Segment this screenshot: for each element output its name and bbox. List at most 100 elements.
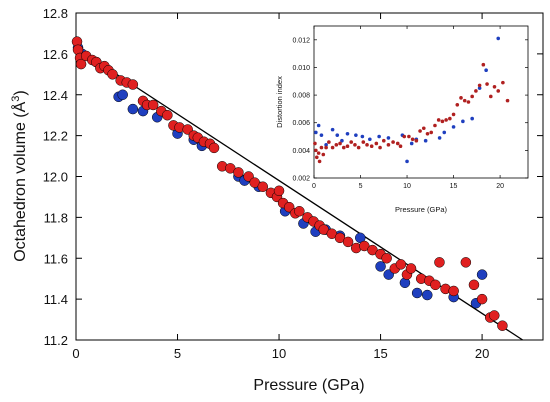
inset-y-tick-label: 0.012 xyxy=(292,37,310,44)
main-point-series-2 xyxy=(107,69,118,80)
inset-point-series-2 xyxy=(324,145,328,150)
main-point-series-2 xyxy=(257,181,269,192)
main-point-series-2 xyxy=(460,257,472,268)
inset-point-series-2 xyxy=(414,138,419,143)
inset-point-series-1 xyxy=(423,138,428,143)
inset-point-series-2 xyxy=(349,140,354,144)
inset-x-tick-label: 15 xyxy=(450,183,458,190)
inset-point-series-2 xyxy=(418,129,422,133)
main-point-series-2 xyxy=(434,257,445,268)
inset-point-series-1 xyxy=(451,125,456,129)
main-point-series-2 xyxy=(147,99,159,111)
main-point-series-2 xyxy=(162,109,173,121)
main-point-series-2 xyxy=(489,310,500,321)
main-point-series-1 xyxy=(422,289,433,301)
inset-point-series-2 xyxy=(341,145,346,150)
inset-y-axis-label: Distortion index xyxy=(275,76,284,128)
inset-x-tick-label: 20 xyxy=(496,183,504,190)
main-point-series-2 xyxy=(294,205,305,217)
inset-point-series-1 xyxy=(368,137,372,142)
main-y-axis-label: Octahedron volume (Å3) xyxy=(10,90,29,262)
inset-x-axis-label: Pressure (GPa) xyxy=(395,205,448,214)
inset-point-series-2 xyxy=(444,118,448,122)
main-point-series-2 xyxy=(476,293,488,305)
inset-point-series-1 xyxy=(324,143,328,147)
inset-point-series-2 xyxy=(462,98,467,103)
inset-point-series-2 xyxy=(455,102,460,107)
inset-point-series-1 xyxy=(319,133,324,137)
inset-point-series-2 xyxy=(505,98,510,103)
inset-point-series-2 xyxy=(391,140,395,144)
inset-point-series-1 xyxy=(437,136,442,140)
inset-point-series-2 xyxy=(402,134,407,139)
inset-x-tick-label: 10 xyxy=(403,183,411,190)
inset-point-series-2 xyxy=(440,119,445,124)
main-point-series-2 xyxy=(208,142,220,154)
inset-chart: 0 5 10 15 20 0.002 0.004 0.006 0.008 0.010 0.012 P… xyxy=(275,25,529,214)
inset-point-series-2 xyxy=(474,89,478,93)
main-axis-ticks: 0 5 10 15 20 11.2 11.4 11.6 11.8 12.0 12.2 12.4 12.6… xyxy=(43,6,543,361)
main-y-tick-label: 11.6 xyxy=(44,251,68,266)
inset-point-series-2 xyxy=(410,137,415,142)
inset-point-series-2 xyxy=(365,143,369,147)
main-y-tick-label: 12.0 xyxy=(43,170,68,185)
inset-point-series-2 xyxy=(369,144,374,149)
inset-y-tick-label: 0.010 xyxy=(292,65,310,72)
inset-point-series-2 xyxy=(314,148,318,153)
inset-point-series-1 xyxy=(314,130,318,135)
inset-point-series-1 xyxy=(360,134,365,139)
main-point-series-2 xyxy=(342,236,354,248)
inset-point-series-1 xyxy=(316,123,321,128)
main-y-tick-label: 12.8 xyxy=(43,6,68,21)
inset-point-series-2 xyxy=(488,94,493,99)
inset-point-series-1 xyxy=(354,133,358,137)
main-point-series-2 xyxy=(405,263,417,274)
inset-point-series-2 xyxy=(338,141,342,146)
inset-point-series-2 xyxy=(459,96,463,100)
inset-point-series-2 xyxy=(501,80,505,85)
inset-point-series-2 xyxy=(353,143,357,147)
inset-point-series-2 xyxy=(314,155,319,160)
inset-point-series-2 xyxy=(466,100,471,104)
main-point-series-2 xyxy=(430,279,441,291)
inset-point-series-2 xyxy=(429,130,434,135)
inset-axis-ticks: 0 5 10 15 20 0.002 0.004 0.006 0.008 0.010 0.012 xyxy=(292,26,528,190)
inset-point-series-1 xyxy=(330,127,335,132)
inset-point-series-2 xyxy=(361,140,366,144)
inset-point-series-2 xyxy=(356,145,361,150)
inset-point-series-2 xyxy=(407,134,411,139)
inset-point-series-2 xyxy=(319,145,324,150)
inset-point-series-2 xyxy=(398,144,403,149)
inset-x-tick-label: 5 xyxy=(359,183,363,190)
inset-point-series-1 xyxy=(377,134,381,139)
inset-point-series-2 xyxy=(421,126,426,131)
inset-point-series-2 xyxy=(317,159,322,164)
main-point-series-2 xyxy=(395,259,407,270)
main-point-series-1 xyxy=(411,287,423,299)
inset-x-tick-label: 0 xyxy=(312,183,316,190)
inset-point-series-1 xyxy=(386,136,391,140)
inset-y-tick-label: 0.008 xyxy=(292,93,310,100)
inset-point-series-2 xyxy=(477,83,482,88)
inset-point-series-1 xyxy=(340,138,344,143)
main-point-series-2 xyxy=(273,185,285,197)
main-point-series-2 xyxy=(468,279,480,291)
inset-point-series-2 xyxy=(492,85,497,89)
inset-point-series-2 xyxy=(395,141,400,146)
inset-data-points xyxy=(313,36,510,164)
inset-point-series-2 xyxy=(316,151,321,155)
inset-point-series-1 xyxy=(409,141,414,146)
main-x-tick-label: 10 xyxy=(272,346,286,361)
main-point-series-1 xyxy=(117,89,128,100)
inset-plot-frame xyxy=(313,25,529,179)
inset-point-series-2 xyxy=(485,82,489,86)
inset-point-series-2 xyxy=(334,143,339,147)
inset-point-series-2 xyxy=(381,138,386,143)
inset-point-series-1 xyxy=(335,133,340,137)
inset-point-series-1 xyxy=(461,119,465,124)
inset-point-series-2 xyxy=(425,131,430,136)
inset-point-series-2 xyxy=(470,94,474,99)
inset-point-series-1 xyxy=(405,159,409,164)
inset-point-series-2 xyxy=(345,144,350,149)
